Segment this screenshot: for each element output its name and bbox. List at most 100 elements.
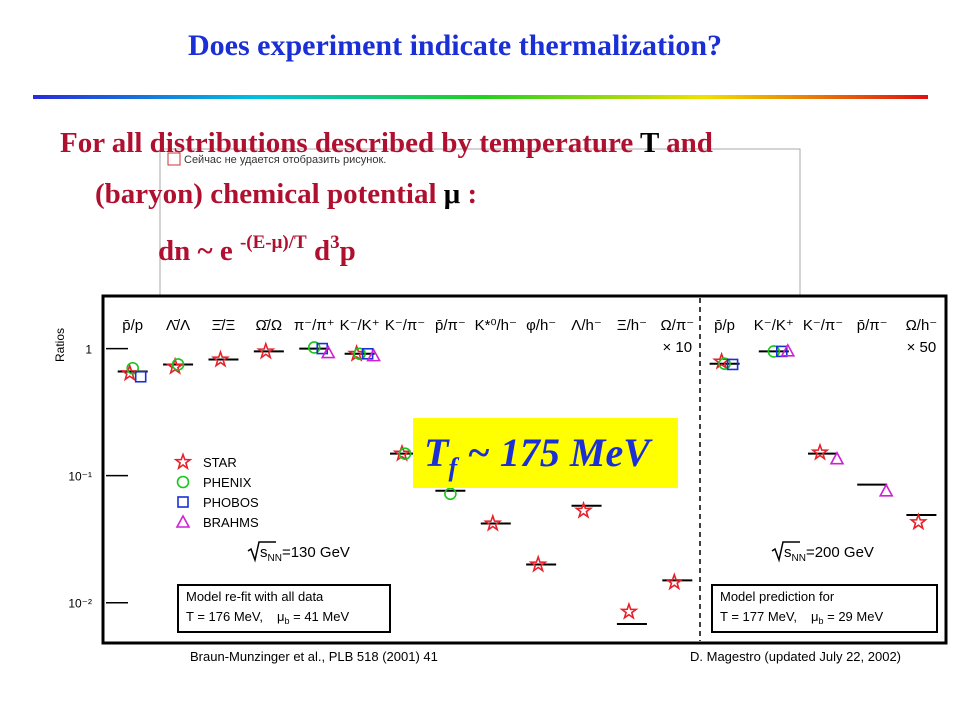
data-point — [810, 442, 830, 461]
text: =130 GeV — [282, 544, 350, 561]
sqrt-sign — [771, 541, 800, 563]
data-point — [134, 370, 147, 383]
text: μ — [811, 609, 819, 624]
text: dn ~ e — [158, 235, 240, 267]
category-label: K⁻/π⁻ — [803, 317, 843, 334]
data-point — [171, 358, 185, 371]
sqrt-sign — [247, 541, 276, 563]
y-axis-label: Ratios — [53, 328, 67, 362]
data-point — [307, 341, 321, 354]
image-placeholder — [159, 148, 801, 300]
highlight: Tf ~ 175 MeV — [413, 418, 678, 488]
model-box — [711, 584, 938, 633]
body-line: For all distributions described by tempe… — [60, 127, 713, 159]
text: μ — [277, 609, 285, 624]
text: T = 176 MeV, — [186, 609, 263, 624]
data-point — [256, 341, 276, 360]
data-point — [780, 343, 796, 357]
text: p — [340, 235, 356, 267]
text: T — [640, 127, 659, 159]
text: ~ 175 MeV — [457, 430, 653, 475]
broken-image-icon — [167, 152, 181, 166]
text: = 29 MeV — [824, 609, 884, 624]
legend-label: STAR — [203, 455, 237, 470]
model-box-text: T = 176 MeV, μb = 41 MeV — [186, 609, 349, 626]
data-point — [718, 357, 731, 371]
data-point — [726, 358, 739, 371]
data-point — [361, 347, 374, 360]
text: For all distributions described by tempe… — [60, 127, 640, 159]
category-label: K⁻/K⁺ — [754, 317, 794, 334]
text: d — [307, 235, 330, 267]
model-box-text: Model prediction for — [720, 589, 835, 604]
category-label: K⁻/K⁺ — [340, 317, 380, 334]
energy-label: sNN=130 GeV — [260, 544, 350, 564]
model-box-text: Model re-fit with all data — [186, 589, 324, 604]
citation: Braun-Munzinger et al., PLB 518 (2001) 4… — [190, 649, 438, 664]
text: = 41 MeV — [290, 609, 350, 624]
placeholder-text: Сейчас не удается отобразить рисунок. — [184, 154, 386, 166]
legend-label: BRAHMS — [203, 515, 259, 530]
data-point — [320, 344, 336, 359]
data-point — [392, 443, 412, 462]
text: NN — [792, 553, 806, 564]
category-label: K*⁰/h⁻ — [475, 317, 517, 334]
text: =200 GeV — [806, 544, 874, 561]
text: and — [659, 127, 713, 159]
category-note: × 50 — [907, 339, 937, 356]
slide-title: Does experiment indicate thermalization? — [188, 29, 722, 62]
text: f — [448, 453, 459, 482]
category-label: K⁻/π⁻ — [385, 317, 425, 334]
category-label: p̄/π⁻ — [857, 317, 888, 334]
energy-label: sNN=200 GeV — [784, 544, 874, 564]
legend-label: PHENIX — [203, 475, 252, 490]
category-label: Ξ/h⁻ — [617, 317, 647, 334]
category-label: φ/h⁻ — [526, 317, 556, 334]
category-label: p̄/p — [714, 317, 735, 334]
data-point — [353, 347, 366, 361]
text: NN — [268, 553, 282, 564]
category-note: × 10 — [662, 339, 692, 356]
data-point — [528, 554, 548, 573]
data-point — [120, 363, 140, 382]
text: b — [284, 616, 289, 626]
y-tick-label: 10⁻¹ — [68, 470, 92, 484]
text: μ — [444, 178, 461, 210]
y-tick-label: 1 — [85, 343, 92, 357]
data-point — [444, 487, 457, 501]
data-point — [574, 500, 594, 519]
model-box-text: T = 177 MeV, μb = 29 MeV — [720, 609, 883, 626]
data-point — [878, 483, 894, 497]
data-point — [176, 475, 190, 489]
text: T — [424, 430, 450, 475]
data-point — [664, 572, 684, 591]
highlight-text: Tf ~ 175 MeV — [424, 430, 653, 482]
text: b — [818, 616, 823, 626]
y-tick-label: 10⁻² — [68, 597, 92, 611]
text: (baryon) chemical potential — [95, 178, 444, 210]
text: s — [260, 544, 268, 561]
category-label: Λ̄/Λ — [166, 317, 190, 334]
data-point — [829, 451, 845, 465]
data-point — [177, 496, 189, 508]
category-label: Ξ̄/Ξ — [212, 317, 236, 334]
data-point — [619, 601, 639, 620]
text: 3 — [330, 232, 340, 253]
model-box — [177, 584, 391, 633]
text: T = 177 MeV, — [720, 609, 797, 624]
highlight-box — [413, 418, 678, 488]
category-label: p̄/p — [122, 317, 143, 334]
data-point — [173, 452, 193, 471]
text: : — [460, 178, 477, 210]
category-label: p̄/π⁻ — [435, 317, 466, 334]
citation: D. Magestro (updated July 22, 2002) — [690, 649, 901, 664]
category-label: Ω̄/Ω — [256, 317, 283, 334]
text: s — [784, 544, 792, 561]
data-point — [175, 514, 191, 528]
legend-label: PHOBOS — [203, 495, 259, 510]
category-label: Ω/π⁻ — [660, 317, 694, 334]
text: -(E-μ)/T — [240, 232, 307, 253]
data-point — [366, 347, 381, 362]
data-point — [126, 361, 139, 375]
